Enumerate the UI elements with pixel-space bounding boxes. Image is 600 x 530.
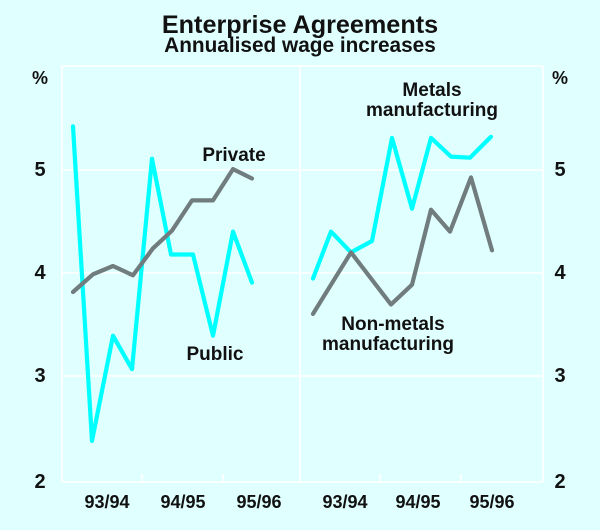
- svg-text:2: 2: [34, 471, 45, 493]
- svg-text:94/95: 94/95: [160, 492, 205, 512]
- svg-text:94/95: 94/95: [395, 492, 440, 512]
- svg-text:%: %: [552, 68, 568, 88]
- svg-text:5: 5: [34, 159, 45, 181]
- svg-text:93/94: 93/94: [322, 492, 367, 512]
- svg-text:%: %: [32, 68, 48, 88]
- svg-text:5: 5: [554, 159, 565, 181]
- svg-text:Annualised wage increases: Annualised wage increases: [164, 34, 436, 57]
- svg-text:3: 3: [34, 365, 45, 387]
- svg-text:93/94: 93/94: [84, 492, 129, 512]
- svg-text:4: 4: [34, 262, 46, 284]
- svg-text:manufacturing: manufacturing: [322, 334, 454, 355]
- svg-text:2: 2: [554, 471, 565, 493]
- svg-text:Private: Private: [202, 145, 265, 166]
- svg-text:Metals: Metals: [402, 80, 461, 101]
- svg-text:manufacturing: manufacturing: [366, 100, 498, 121]
- svg-text:95/96: 95/96: [469, 492, 514, 512]
- svg-text:3: 3: [554, 365, 565, 387]
- svg-text:Public: Public: [186, 344, 243, 365]
- svg-text:4: 4: [554, 262, 566, 284]
- svg-text:Non-metals: Non-metals: [341, 314, 444, 335]
- svg-text:95/96: 95/96: [236, 492, 281, 512]
